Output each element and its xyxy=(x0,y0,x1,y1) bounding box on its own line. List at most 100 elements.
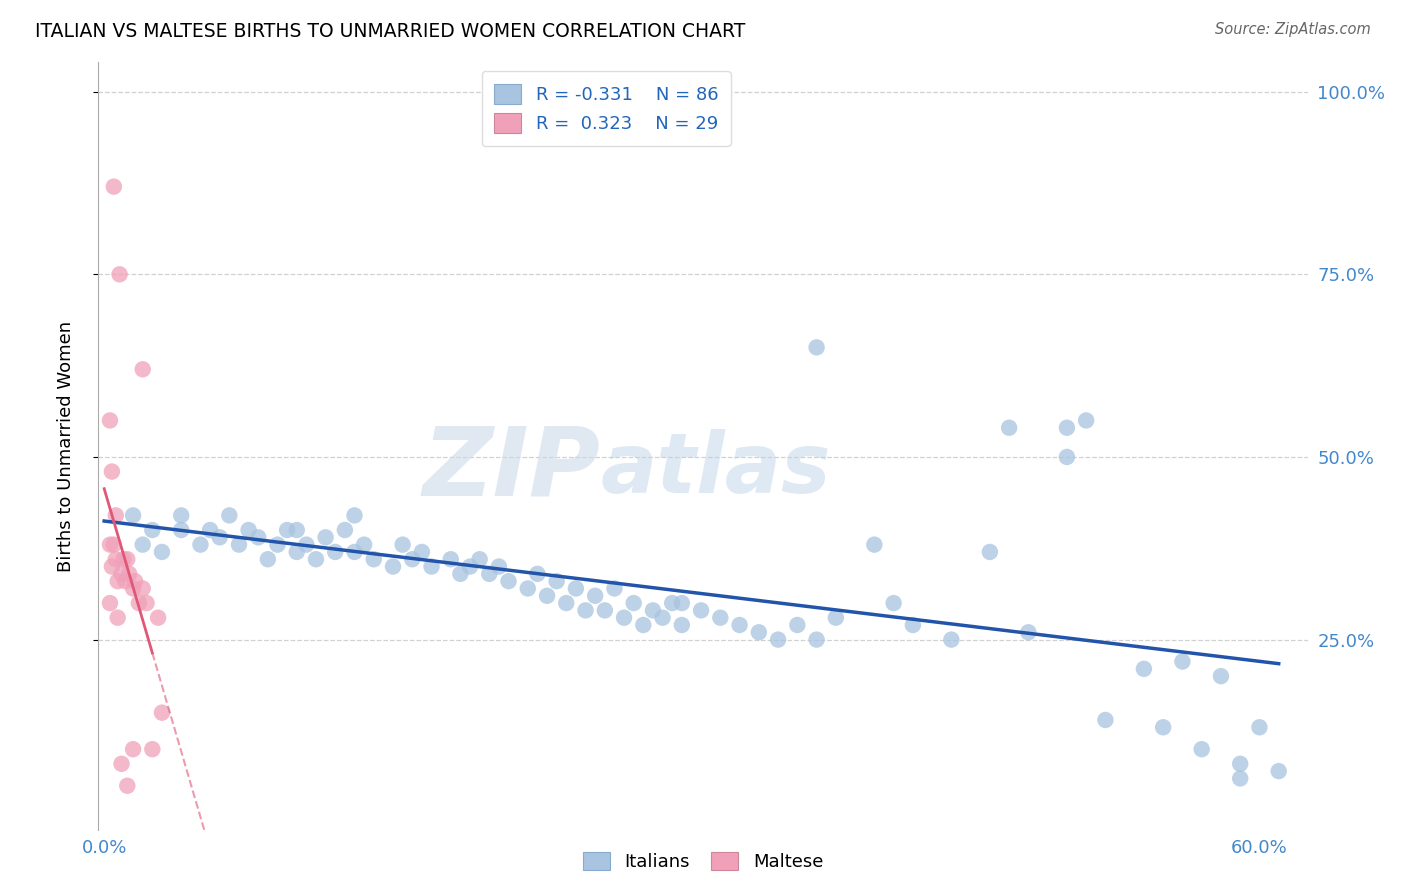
Point xyxy=(103,179,125,194)
Point xyxy=(941,632,963,647)
Point xyxy=(170,523,193,537)
Point xyxy=(1267,764,1289,778)
Point xyxy=(565,582,588,596)
Point xyxy=(583,589,606,603)
Point xyxy=(131,582,153,596)
Point xyxy=(458,559,481,574)
Point xyxy=(117,552,139,566)
Point xyxy=(122,742,145,756)
Point xyxy=(709,610,731,624)
Point xyxy=(411,545,433,559)
Point xyxy=(1056,450,1078,464)
Point xyxy=(295,538,318,552)
Point xyxy=(238,523,260,537)
Point xyxy=(401,552,423,566)
Point xyxy=(110,566,132,581)
Point xyxy=(104,552,127,566)
Point xyxy=(118,566,141,581)
Point xyxy=(593,603,616,617)
Point xyxy=(198,523,221,537)
Point xyxy=(998,421,1021,435)
Point xyxy=(748,625,770,640)
Point xyxy=(641,603,664,617)
Point xyxy=(863,538,886,552)
Point xyxy=(1229,756,1251,771)
Point xyxy=(651,610,673,624)
Point xyxy=(728,618,751,632)
Point xyxy=(526,566,548,581)
Point xyxy=(603,582,626,596)
Point xyxy=(440,552,463,566)
Point xyxy=(108,268,131,282)
Point xyxy=(98,596,121,610)
Point xyxy=(449,566,471,581)
Point xyxy=(343,545,366,559)
Point xyxy=(382,559,405,574)
Point xyxy=(536,589,558,603)
Point xyxy=(661,596,683,610)
Point xyxy=(516,582,538,596)
Point xyxy=(883,596,905,610)
Point xyxy=(285,545,308,559)
Point xyxy=(1229,772,1251,786)
Point xyxy=(546,574,568,589)
Point xyxy=(901,618,924,632)
Point xyxy=(488,559,510,574)
Point xyxy=(1056,421,1078,435)
Point xyxy=(141,742,163,756)
Point xyxy=(315,530,337,544)
Text: Source: ZipAtlas.com: Source: ZipAtlas.com xyxy=(1215,22,1371,37)
Point xyxy=(671,596,693,610)
Point xyxy=(124,574,146,589)
Point xyxy=(690,603,713,617)
Point xyxy=(117,779,139,793)
Point xyxy=(1152,720,1174,734)
Point xyxy=(285,523,308,537)
Point xyxy=(323,545,346,559)
Point xyxy=(1209,669,1232,683)
Point xyxy=(353,538,375,552)
Point xyxy=(150,545,173,559)
Point xyxy=(806,632,828,647)
Point xyxy=(671,618,693,632)
Point xyxy=(101,559,124,574)
Text: ITALIAN VS MALTESE BIRTHS TO UNMARRIED WOMEN CORRELATION CHART: ITALIAN VS MALTESE BIRTHS TO UNMARRIED W… xyxy=(35,22,745,41)
Point xyxy=(305,552,328,566)
Point xyxy=(1171,655,1194,669)
Point xyxy=(478,566,501,581)
Point xyxy=(1094,713,1116,727)
Point xyxy=(343,508,366,523)
Point xyxy=(98,413,121,427)
Point xyxy=(122,582,145,596)
Point xyxy=(208,530,231,544)
Point xyxy=(613,610,636,624)
Point xyxy=(114,574,136,589)
Point xyxy=(104,508,127,523)
Point xyxy=(574,603,596,617)
Point xyxy=(257,552,280,566)
Point xyxy=(131,538,153,552)
Legend: R = -0.331    N = 86, R =  0.323    N = 29: R = -0.331 N = 86, R = 0.323 N = 29 xyxy=(481,71,731,145)
Point xyxy=(1249,720,1271,734)
Point xyxy=(1017,625,1039,640)
Point xyxy=(107,610,129,624)
Point xyxy=(266,538,288,552)
Point xyxy=(1133,662,1156,676)
Point xyxy=(276,523,298,537)
Text: ZIP: ZIP xyxy=(422,423,600,516)
Point xyxy=(112,552,135,566)
Point xyxy=(824,610,846,624)
Point xyxy=(468,552,491,566)
Point xyxy=(150,706,173,720)
Point xyxy=(101,465,124,479)
Point xyxy=(135,596,157,610)
Point xyxy=(141,523,163,537)
Point xyxy=(623,596,645,610)
Point xyxy=(146,610,169,624)
Point xyxy=(247,530,270,544)
Point xyxy=(170,508,193,523)
Point xyxy=(555,596,578,610)
Point xyxy=(498,574,520,589)
Point xyxy=(786,618,808,632)
Point xyxy=(190,538,212,552)
